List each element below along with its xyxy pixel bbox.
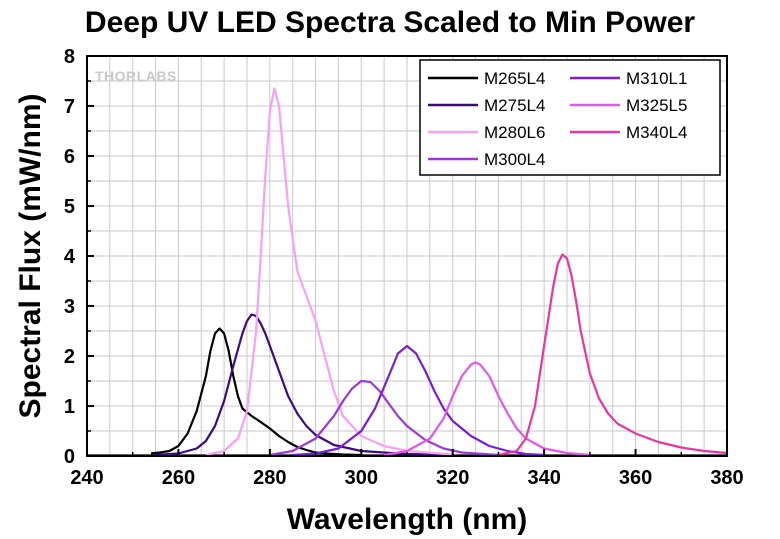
y-tick-label: 4 xyxy=(64,246,76,268)
legend-label: M310L1 xyxy=(626,69,687,88)
legend-label: M280L6 xyxy=(484,123,545,142)
legend-label: M300L4 xyxy=(484,150,545,169)
series-line-m340l4 xyxy=(498,253,728,457)
y-axis-title: Spectral Flux (mW/nm) xyxy=(14,93,47,418)
legend: M265L4 M275L4 M280L6 M300L4 M310L1 M325L5 M340… xyxy=(419,59,721,176)
legend-label: M265L4 xyxy=(484,69,545,88)
axis-ticks: 240 260 280 300 320 340 360 380 0 1 2 3 4 5 6 7 8 xyxy=(64,46,744,489)
series-line-m280l6 xyxy=(205,87,453,457)
x-tick-label: 240 xyxy=(70,467,103,489)
chart-title: Deep UV LED Spectra Scaled to Min Power xyxy=(84,6,696,39)
x-tick-label: 280 xyxy=(253,467,286,489)
x-tick-label: 380 xyxy=(710,467,743,489)
y-tick-label: 8 xyxy=(64,46,75,68)
x-axis-title: Wavelength (nm) xyxy=(287,503,528,536)
y-tick-label: 2 xyxy=(64,346,75,368)
series-line-m310l1 xyxy=(292,344,545,457)
series-line-m325l5 xyxy=(383,361,590,457)
series-line-m300l4 xyxy=(269,379,499,457)
series-line-m275l4 xyxy=(155,313,453,457)
legend-label: M325L5 xyxy=(626,96,687,115)
x-tick-label: 260 xyxy=(162,467,195,489)
x-tick-label: 360 xyxy=(619,467,652,489)
series-line-m265l4 xyxy=(150,327,362,457)
y-tick-label: 0 xyxy=(64,446,75,468)
y-tick-label: 1 xyxy=(64,396,75,418)
legend-label: M275L4 xyxy=(484,96,545,115)
y-tick-label: 3 xyxy=(64,296,75,318)
legend-label: M340L4 xyxy=(626,123,687,142)
x-tick-label: 340 xyxy=(527,467,560,489)
y-tick-label: 6 xyxy=(64,146,75,168)
y-tick-label: 7 xyxy=(64,96,75,118)
thorlabs-watermark: THORLABS xyxy=(95,68,177,84)
x-tick-label: 300 xyxy=(345,467,378,489)
y-tick-label: 5 xyxy=(64,196,75,218)
x-tick-label: 320 xyxy=(436,467,469,489)
